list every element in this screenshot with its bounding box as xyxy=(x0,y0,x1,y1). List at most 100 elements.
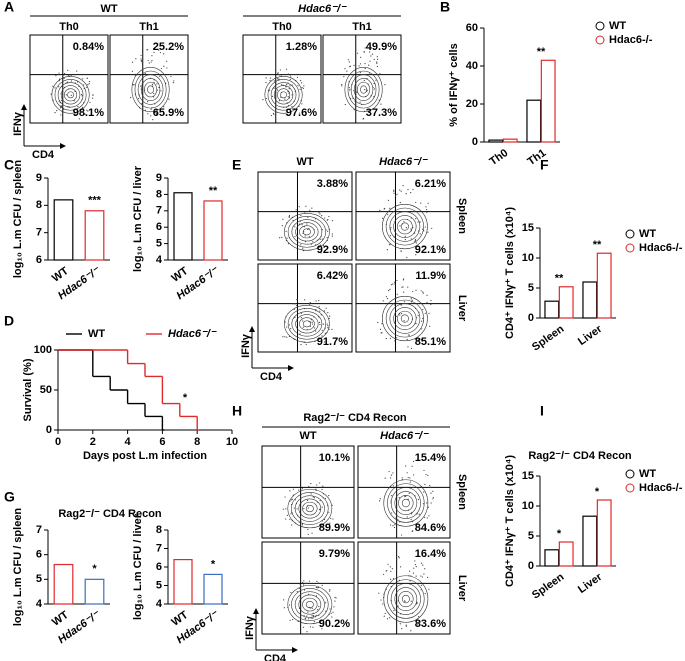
event-dot xyxy=(265,97,267,100)
event-dot xyxy=(60,105,63,108)
event-dot xyxy=(315,595,318,597)
event-dot xyxy=(304,241,307,243)
event-dot xyxy=(430,492,432,494)
event-dot xyxy=(325,602,327,604)
arrow-head xyxy=(288,365,294,371)
y-tick-label: 5 xyxy=(528,530,534,542)
event-dot xyxy=(328,215,330,218)
event-dot xyxy=(299,584,301,586)
y-tick-label: 5 xyxy=(528,282,534,294)
event-dot xyxy=(82,106,84,108)
event-dot xyxy=(417,221,419,223)
bar xyxy=(173,558,193,605)
event-dot xyxy=(292,488,295,490)
event-dot xyxy=(318,605,320,608)
contour xyxy=(397,310,413,327)
event-dot xyxy=(327,325,329,327)
event-dot xyxy=(402,184,404,187)
arrow-head xyxy=(249,326,255,332)
event-dot xyxy=(394,524,396,526)
event-dot xyxy=(158,86,160,89)
event-dot xyxy=(294,236,296,238)
event-dot xyxy=(427,202,429,204)
contour xyxy=(67,91,74,99)
event-dot xyxy=(321,584,323,586)
event-dot xyxy=(423,573,425,575)
bar xyxy=(84,578,105,605)
significance: * xyxy=(92,563,97,575)
event-dot xyxy=(412,188,414,191)
event-dot xyxy=(343,76,345,78)
event-dot xyxy=(322,323,325,325)
event-dot xyxy=(397,519,399,521)
event-dot xyxy=(172,73,174,76)
event-dot xyxy=(288,604,291,606)
significance: * xyxy=(211,558,216,570)
panel-label: E xyxy=(232,157,241,173)
event-dot xyxy=(423,246,425,248)
event-dot xyxy=(403,320,405,322)
event-dot xyxy=(385,296,388,298)
event-dot xyxy=(155,112,157,114)
event-dot xyxy=(420,202,422,204)
x-tick-label: 0 xyxy=(55,436,61,448)
y-tick-label: 15 xyxy=(522,222,534,234)
event-dot xyxy=(422,291,424,293)
event-dot xyxy=(141,63,143,65)
event-dot xyxy=(326,529,328,531)
event-dot xyxy=(420,584,423,586)
contour xyxy=(291,311,323,337)
event-dot xyxy=(269,77,272,79)
event-dot xyxy=(312,323,314,325)
contour xyxy=(280,91,287,99)
event-dot xyxy=(300,317,302,319)
event-dot xyxy=(357,52,359,54)
event-dot xyxy=(89,101,91,103)
event-dot xyxy=(387,563,389,565)
event-dot xyxy=(387,213,389,216)
event-dot xyxy=(301,82,303,84)
event-dot xyxy=(52,85,54,87)
event-dot xyxy=(159,51,162,54)
event-dot xyxy=(305,205,307,207)
panel-label: B xyxy=(440,0,450,15)
event-dot xyxy=(407,346,409,348)
event-dot xyxy=(413,474,415,476)
quadrant-percent: 37.3% xyxy=(366,107,397,119)
event-dot xyxy=(373,82,375,85)
significance: * xyxy=(595,486,600,498)
event-dot xyxy=(424,312,426,314)
event-dot xyxy=(359,71,361,74)
y-tick-label: 9 xyxy=(156,172,162,184)
event-dot xyxy=(319,508,321,510)
event-dot xyxy=(389,288,391,290)
quadrant-percent: 25.2% xyxy=(153,41,184,53)
event-dot xyxy=(394,283,396,285)
event-dot xyxy=(341,85,343,87)
quadrant-percent: 92.1% xyxy=(415,244,446,256)
bar xyxy=(558,541,574,567)
event-dot xyxy=(173,80,175,82)
event-dot xyxy=(429,325,431,327)
event-dot xyxy=(141,102,143,105)
flow-plot xyxy=(242,34,322,124)
event-dot xyxy=(322,244,325,247)
event-dot xyxy=(400,250,402,252)
event-dot xyxy=(394,340,396,342)
event-dot xyxy=(284,98,286,100)
event-dot xyxy=(423,516,426,518)
event-dot xyxy=(418,513,420,515)
event-dot xyxy=(390,578,392,580)
event-dot xyxy=(302,320,304,322)
event-dot xyxy=(348,89,351,91)
event-dot xyxy=(147,49,149,51)
event-dot xyxy=(390,570,392,572)
legend-label: WT xyxy=(639,228,656,240)
event-dot xyxy=(428,588,430,590)
event-dot xyxy=(321,628,323,630)
bar xyxy=(488,139,504,143)
column-header: Th0 xyxy=(272,21,292,33)
event-dot xyxy=(420,575,422,577)
event-dot xyxy=(282,218,284,220)
event-dot xyxy=(396,293,398,295)
